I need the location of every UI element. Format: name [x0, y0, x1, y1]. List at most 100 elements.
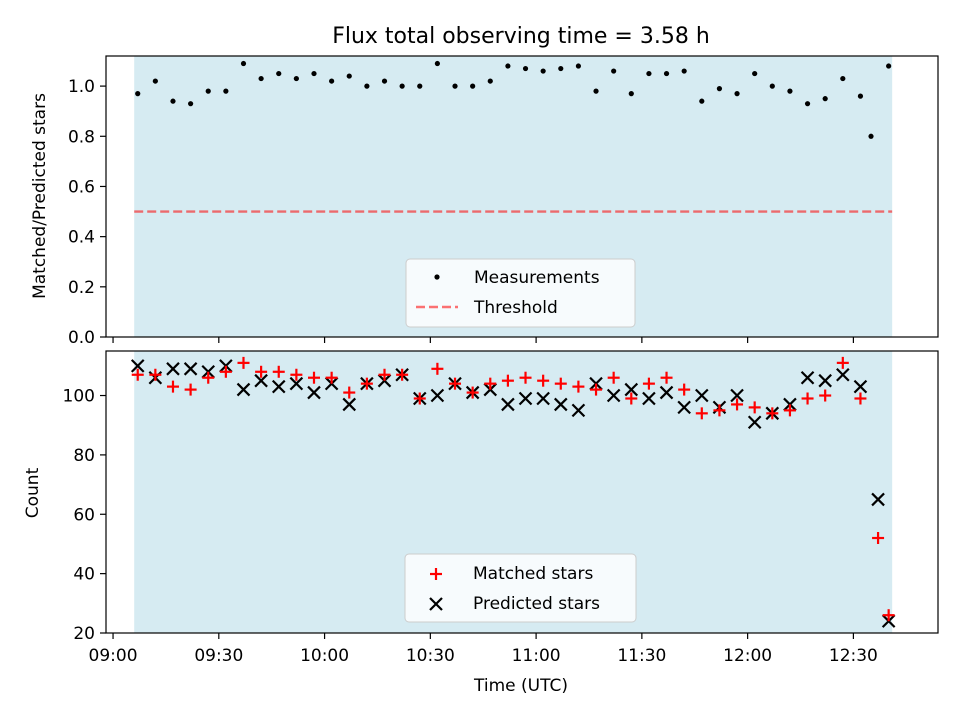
- measurement-point: [152, 78, 158, 84]
- matched-star-point: [413, 392, 426, 405]
- top-panel: 0.0 0.2 0.4 0.6 0.8 1.0 Matched/Predicted sta…: [30, 55, 939, 348]
- chart-title: Flux total observing time = 3.58 h: [332, 24, 710, 49]
- measurement-point: [787, 88, 793, 94]
- measurement-point: [699, 98, 705, 104]
- bottom-ytick-label: 60: [73, 505, 95, 525]
- matched-star-point: [290, 368, 303, 381]
- predicted-star-point: [871, 492, 885, 507]
- top-ytick-label: 0.0: [68, 328, 95, 348]
- predicted-star-point: [130, 359, 145, 373]
- x-tick-label: 10:00: [300, 646, 349, 666]
- measurement-point: [868, 133, 874, 139]
- measurement-point: [381, 78, 388, 84]
- bottom-axes-frame: [105, 350, 939, 634]
- matched-star-point: [642, 377, 655, 390]
- predicted-star-point: [695, 388, 709, 403]
- measurement-point: [470, 83, 476, 89]
- measurement-point: [716, 86, 723, 92]
- matched-star-point: [572, 380, 585, 393]
- predicted-star-point: [271, 379, 286, 394]
- top-legend-box: [405, 258, 636, 328]
- matched-star-point: [202, 371, 215, 384]
- measurement-point: [223, 88, 229, 94]
- matched-star-point: [695, 407, 708, 420]
- matched-star-point: [766, 407, 779, 420]
- measurement-point: [663, 70, 670, 77]
- matched-star-point: [325, 371, 338, 384]
- top-ytick-label: 1.0: [68, 77, 95, 97]
- predicted-star-point: [342, 397, 357, 412]
- matched-star-point: [184, 383, 197, 396]
- matched-star-point: [625, 392, 638, 405]
- measurement-point: [276, 70, 282, 77]
- measurement-point: [681, 68, 687, 74]
- matched-star-point: [166, 380, 179, 393]
- matched-star-point: [819, 389, 832, 402]
- measurement-point: [575, 63, 582, 69]
- predicted-star-point: [236, 382, 251, 397]
- measurement-point: [399, 83, 405, 89]
- measurement-point: [540, 68, 546, 74]
- x-tick-label: 09:30: [194, 646, 243, 666]
- legend-threshold-label: Threshold: [473, 298, 558, 318]
- top-ytick-label: 0.4: [68, 228, 95, 248]
- matched-star-point: [378, 368, 391, 381]
- x-tick-label: 11:30: [617, 646, 666, 666]
- predicted-star-point: [659, 385, 674, 400]
- measurement-point: [434, 60, 440, 67]
- x-tick-label: 12:00: [723, 646, 772, 666]
- predicted-star-point: [642, 391, 656, 406]
- bottom-panel: 20 40 60 80 100 09:00 09:30 10:00 10:30 11:00 11:…: [23, 350, 939, 696]
- bottom-legend: Matched stars Predicted stars: [404, 553, 637, 623]
- legend-predicted-marker: [429, 597, 443, 611]
- matched-star-point: [607, 371, 620, 384]
- top-y-axis-label: Matched/Predicted stars: [30, 93, 50, 299]
- measurement-point: [311, 70, 317, 77]
- matched-star-point: [396, 368, 409, 381]
- matched-star-point: [237, 356, 250, 369]
- measurement-point: [240, 60, 247, 67]
- matched-star-point: [255, 365, 268, 378]
- matched-star-point: [272, 365, 285, 378]
- matched-star-point: [360, 377, 373, 390]
- predicted-star-point: [307, 385, 321, 400]
- predicted-star-point: [183, 362, 198, 376]
- measurement-point: [558, 65, 564, 72]
- matched-star-point: [590, 383, 603, 396]
- matched-star-point: [431, 362, 444, 375]
- measurement-point: [611, 68, 617, 74]
- measurement-point: [628, 91, 634, 97]
- top-legend: Measurements Threshold: [405, 258, 636, 328]
- x-tick-label: 09:00: [89, 646, 138, 666]
- predicted-star-point: [677, 400, 691, 415]
- legend-matched-label: Matched stars: [473, 564, 593, 584]
- legend-measurements-label: Measurements: [474, 268, 600, 288]
- matched-star-point: [801, 392, 814, 405]
- measurement-point: [188, 101, 194, 107]
- measurement-point: [522, 65, 529, 72]
- matched-star-point: [449, 377, 462, 390]
- measurement-point: [170, 98, 176, 104]
- matched-star-point: [308, 371, 320, 384]
- measurement-point: [840, 75, 846, 82]
- predicted-star-point: [818, 373, 832, 388]
- matched-star-point: [466, 386, 479, 399]
- measurement-point: [487, 78, 493, 84]
- matched-star-point: [343, 386, 356, 399]
- matched-star-point: [678, 383, 691, 396]
- matched-star-point: [554, 377, 567, 390]
- measurement-point: [734, 91, 740, 97]
- x-tick-label: 10:30: [406, 646, 455, 666]
- matched-star-point: [149, 368, 162, 381]
- legend-predicted-label: Predicted stars: [473, 594, 600, 614]
- measurement-point: [329, 78, 335, 84]
- predicted-star-point: [747, 415, 762, 430]
- matched-star-point: [713, 404, 726, 417]
- measurement-point: [452, 83, 458, 89]
- measurement-point: [364, 83, 370, 89]
- predicted-star-point: [518, 391, 533, 406]
- bottom-ytick-label: 100: [63, 387, 95, 407]
- matched-star-point: [519, 371, 532, 384]
- measurement-point: [505, 63, 511, 69]
